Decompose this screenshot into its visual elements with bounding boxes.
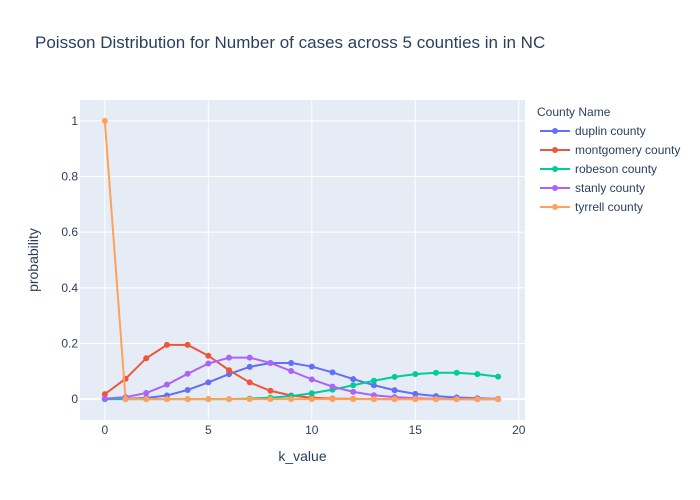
data-point[interactable] (453, 396, 460, 403)
x-tick-label: 15 (409, 423, 423, 437)
legend-swatch-marker (552, 204, 558, 210)
data-point[interactable] (246, 354, 253, 361)
data-point[interactable] (246, 363, 253, 370)
data-point[interactable] (226, 367, 233, 374)
data-point[interactable] (246, 396, 253, 403)
data-point[interactable] (184, 396, 191, 403)
y-axis-title: probability (25, 228, 41, 292)
data-point[interactable] (350, 382, 357, 389)
legend-swatch-marker (552, 147, 558, 153)
data-point[interactable] (433, 369, 439, 376)
data-point[interactable] (391, 396, 398, 403)
legend-label: robeson county (575, 162, 657, 176)
y-tick-label: 0.6 (61, 225, 78, 239)
data-point[interactable] (101, 117, 108, 124)
data-point[interactable] (370, 396, 377, 403)
series-line (103, 120, 499, 401)
data-point[interactable] (205, 352, 212, 359)
data-point[interactable] (101, 391, 108, 398)
data-point[interactable] (163, 396, 170, 403)
legend-label: stanly county (575, 181, 645, 195)
data-point[interactable] (101, 395, 108, 402)
legend-items[interactable]: duplin county montgomery county robeson co… (540, 124, 680, 214)
data-point[interactable] (184, 386, 191, 393)
data-point[interactable] (205, 360, 212, 367)
legend-item[interactable]: duplin county (540, 124, 646, 138)
data-point[interactable] (288, 368, 295, 375)
data-point[interactable] (412, 396, 419, 403)
data-point[interactable] (350, 376, 357, 383)
data-point[interactable] (329, 369, 336, 376)
data-point[interactable] (308, 396, 315, 403)
y-tick-label: 0.8 (61, 170, 78, 184)
data-point[interactable] (391, 373, 398, 380)
series-line (104, 361, 499, 401)
y-tick-label: 0.4 (61, 281, 78, 295)
legend-swatch-marker (552, 166, 558, 172)
data-point[interactable] (495, 373, 502, 380)
x-axis-title: k_value (278, 448, 326, 464)
chart-title: Poisson Distribution for Number of cases… (35, 33, 546, 52)
x-tick-label: 5 (205, 423, 212, 437)
data-point[interactable] (308, 390, 315, 397)
legend-item[interactable]: montgomery county (540, 143, 680, 157)
legend-item[interactable]: stanly county (540, 181, 645, 195)
data-point[interactable] (143, 355, 150, 362)
data-point[interactable] (246, 379, 253, 386)
data-point[interactable] (474, 396, 481, 403)
x-tick-label: 10 (305, 423, 319, 437)
data-point[interactable] (350, 388, 357, 395)
data-point[interactable] (370, 377, 377, 384)
legend-item[interactable]: robeson county (540, 162, 657, 176)
legend-label: montgomery county (575, 143, 680, 157)
data-point[interactable] (267, 359, 274, 366)
data-point[interactable] (205, 396, 212, 403)
y-axis-ticks: 0 0.2 0.4 0.6 0.8 1 (61, 114, 78, 406)
data-point[interactable] (308, 363, 315, 370)
data-point[interactable] (143, 390, 150, 397)
y-tick-label: 0.2 (61, 336, 78, 350)
data-point[interactable] (495, 396, 502, 403)
data-point[interactable] (288, 396, 295, 403)
x-tick-label: 0 (101, 423, 108, 437)
data-point[interactable] (433, 396, 439, 403)
legend-item[interactable]: tyrrell county (540, 200, 643, 214)
legend-label: tyrrell county (575, 200, 643, 214)
data-point[interactable] (329, 396, 336, 403)
data-point[interactable] (184, 370, 191, 377)
legend-swatch-marker (552, 185, 558, 191)
data-point[interactable] (453, 369, 460, 376)
x-tick-label: 20 (512, 423, 526, 437)
data-point[interactable] (370, 382, 377, 389)
data-point[interactable] (267, 387, 274, 394)
data-point[interactable] (308, 376, 315, 383)
data-point[interactable] (205, 379, 212, 386)
data-point[interactable] (412, 371, 419, 378)
data-point[interactable] (412, 390, 419, 397)
data-point[interactable] (474, 371, 481, 378)
data-point[interactable] (288, 359, 295, 366)
data-point[interactable] (350, 396, 357, 403)
data-point[interactable] (163, 341, 170, 348)
data-point[interactable] (122, 396, 129, 403)
data-point[interactable] (329, 383, 336, 390)
data-point[interactable] (184, 341, 191, 348)
data-point[interactable] (267, 396, 274, 403)
legend-swatch-marker (552, 128, 558, 134)
legend[interactable]: County Name duplin county montgomery coun… (537, 105, 680, 214)
data-point[interactable] (226, 354, 233, 361)
data-point[interactable] (163, 381, 170, 388)
plot-area (80, 100, 525, 420)
y-tick-label: 0 (71, 392, 78, 406)
y-tick-label: 1 (71, 114, 78, 128)
series-layer (101, 117, 502, 403)
legend-title: County Name (537, 105, 611, 119)
series-tyrrell-county[interactable] (101, 117, 502, 403)
x-axis-ticks: 0 5 10 15 20 (101, 423, 525, 437)
legend-label: duplin county (575, 124, 646, 138)
data-point[interactable] (226, 396, 233, 403)
data-point[interactable] (143, 396, 150, 403)
data-point[interactable] (391, 387, 398, 394)
